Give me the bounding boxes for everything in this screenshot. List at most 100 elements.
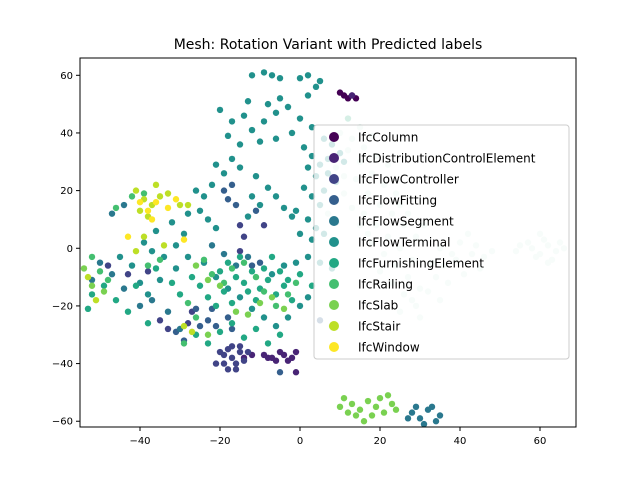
data-point-IfcSlab <box>340 394 348 402</box>
data-point-IfcFlowController <box>156 317 164 324</box>
data-point-IfcFlowFitting <box>212 322 220 330</box>
data-point-IfcFlowController <box>216 348 224 356</box>
data-point-IfcRailing <box>192 314 200 321</box>
data-point-IfcFlowTerminal <box>272 135 280 142</box>
legend-marker <box>329 321 339 331</box>
legend-marker <box>329 216 339 226</box>
legend-marker <box>329 300 339 310</box>
data-point-IfcFlowTerminal <box>244 213 252 220</box>
data-point-IfcFlowTerminal <box>304 164 312 171</box>
data-point-IfcFlowTerminal <box>312 83 320 91</box>
legend-marker <box>329 258 339 268</box>
data-point-IfcRailing <box>180 340 188 347</box>
data-point-IfcFlowSegment <box>136 302 144 310</box>
data-point-IfcFlowTerminal <box>260 314 268 321</box>
data-point-IfcRailing <box>260 288 268 295</box>
legend-label: IfcWindow <box>358 341 420 355</box>
legend-label: IfcFlowSegment <box>358 215 454 229</box>
data-point-IfcFurnishingElement <box>220 288 228 295</box>
legend-label: IfcFurnishingElement <box>358 257 484 271</box>
data-point-IfcSlab <box>204 276 212 284</box>
data-point-IfcFlowFitting <box>220 187 228 194</box>
data-point-IfcStair <box>180 322 188 330</box>
x-tick-label: 20 <box>374 436 387 447</box>
data-point-IfcSlab <box>372 403 380 411</box>
data-point-IfcFlowSegment <box>436 412 444 419</box>
data-point-IfcFlowTerminal <box>260 69 268 76</box>
data-point-IfcFlowController <box>232 360 240 367</box>
data-point-IfcFurnishingElement <box>240 279 248 287</box>
data-point-IfcStair <box>188 328 196 336</box>
chart-title: Mesh: Rotation Variant with Predicted la… <box>174 37 483 53</box>
data-point-IfcFlowFitting <box>256 259 264 266</box>
y-tick-label: 60 <box>60 71 73 82</box>
data-point-IfcStair <box>92 296 100 304</box>
data-point-IfcStair <box>160 242 168 249</box>
data-point-IfcFlowSegment <box>164 308 172 315</box>
data-point-IfcWindow <box>136 198 144 206</box>
data-point-IfcFlowTerminal <box>264 100 272 108</box>
data-point-IfcFurnishingElement <box>204 294 212 301</box>
data-point-IfcRailing <box>200 256 208 263</box>
data-point-IfcFlowTerminal <box>288 213 296 220</box>
legend-label: IfcFlowTerminal <box>358 236 450 250</box>
data-point-IfcWindow <box>164 204 172 212</box>
legend-marker <box>329 342 339 352</box>
data-point-IfcFlowTerminal <box>288 129 296 137</box>
data-point-IfcFlowTerminal <box>272 193 280 200</box>
legend-label: IfcColumn <box>358 131 418 145</box>
data-point-IfcFlowFitting <box>228 181 236 189</box>
data-point-IfcFlowTerminal <box>272 109 280 116</box>
data-point-IfcFlowTerminal <box>212 224 220 232</box>
legend-marker <box>329 132 339 142</box>
data-point-IfcDistributionControlElement <box>276 348 284 356</box>
data-point-IfcRailing <box>284 291 292 298</box>
data-point-IfcFlowTerminal <box>172 265 180 272</box>
data-point-IfcFlowController <box>236 343 244 350</box>
data-point-IfcFurnishingElement <box>152 265 160 272</box>
data-point-IfcWindow <box>152 198 160 206</box>
data-point-IfcFlowTerminal <box>276 74 284 82</box>
data-point-IfcFlowTerminal <box>148 247 156 255</box>
data-point-IfcSlab <box>360 418 368 425</box>
data-point-IfcStair <box>84 273 92 281</box>
data-point-IfcFlowSegment <box>408 409 416 416</box>
data-point-IfcSlab <box>348 400 356 408</box>
data-point-IfcFlowSegment <box>96 259 104 266</box>
y-tick-label: 0 <box>67 244 73 255</box>
legend-marker <box>329 237 339 247</box>
data-point-IfcRailing <box>144 262 152 269</box>
data-point-IfcFurnishingElement <box>216 268 224 275</box>
data-point-IfcFlowSegment <box>420 420 428 428</box>
data-point-IfcFlowTerminal <box>300 144 308 151</box>
data-point-IfcSlab <box>392 406 400 413</box>
data-point-IfcFlowTerminal <box>284 314 292 321</box>
data-point-IfcFlowTerminal <box>156 276 164 284</box>
data-point-IfcFlowController <box>232 366 240 373</box>
data-point-IfcFlowTerminal <box>192 187 200 194</box>
data-point-IfcFlowSegment <box>108 210 116 217</box>
data-point-IfcFlowTerminal <box>248 72 256 79</box>
data-point-IfcFurnishingElement <box>228 299 236 307</box>
data-point-IfcFurnishingElement <box>276 268 284 275</box>
data-point-IfcFlowFitting <box>204 317 212 324</box>
data-point-IfcRailing <box>252 273 260 281</box>
data-point-IfcFlowTerminal <box>236 141 244 148</box>
data-point-IfcRailing <box>228 265 236 272</box>
data-point-IfcFurnishingElement <box>224 259 232 266</box>
y-tick-label: −40 <box>52 359 73 370</box>
data-point-IfcFlowTerminal <box>292 259 300 266</box>
data-point-IfcRailing <box>104 276 112 284</box>
data-point-IfcFlowController <box>228 354 236 362</box>
data-point-IfcFlowTerminal <box>280 262 288 269</box>
data-point-IfcDistributionControlElement <box>284 357 292 364</box>
data-point-IfcFurnishingElement <box>284 276 292 284</box>
data-point-IfcFlowController <box>236 247 244 255</box>
data-point-IfcFlowTerminal <box>268 271 276 278</box>
data-point-IfcFlowSegment <box>412 403 420 411</box>
data-point-IfcRailing <box>272 302 280 310</box>
data-point-IfcFlowController <box>124 271 132 278</box>
data-point-IfcDistributionControlElement <box>264 354 272 362</box>
data-point-IfcFlowController <box>240 233 248 240</box>
data-point-IfcFurnishingElement <box>232 273 240 281</box>
